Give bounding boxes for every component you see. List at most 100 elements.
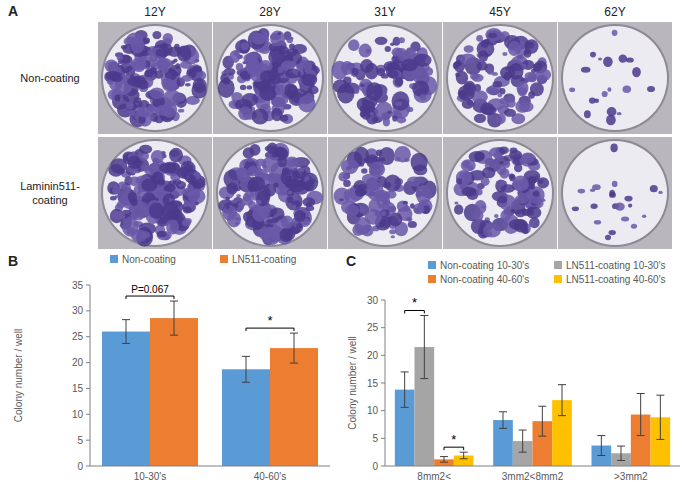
y-tick bbox=[86, 285, 90, 286]
colony-blob bbox=[494, 214, 499, 218]
bar bbox=[270, 348, 318, 466]
colony-blob bbox=[607, 87, 611, 92]
colony-blob bbox=[410, 203, 415, 208]
colony-blob bbox=[176, 181, 186, 189]
legend-swatch bbox=[554, 275, 562, 283]
colony-blob bbox=[376, 149, 382, 156]
colony-blob bbox=[406, 217, 413, 221]
colony-blob bbox=[226, 205, 230, 209]
colony-blob bbox=[392, 91, 410, 111]
y-tick-label: 15 bbox=[367, 378, 379, 389]
colony-blob bbox=[456, 71, 468, 85]
colony-blob bbox=[459, 171, 471, 179]
error-bar bbox=[558, 385, 566, 416]
colony-blob bbox=[464, 45, 474, 53]
colony-blob bbox=[252, 206, 266, 222]
y-tick-label: 20 bbox=[72, 357, 84, 368]
colony-blob bbox=[289, 61, 296, 68]
y-tick-label: 35 bbox=[72, 280, 84, 291]
colony-blob bbox=[303, 197, 316, 207]
well-photo bbox=[98, 137, 212, 249]
colony-blob bbox=[180, 161, 195, 177]
colony-blob bbox=[259, 84, 277, 101]
colony-blob bbox=[658, 191, 662, 194]
colony-blob bbox=[504, 72, 512, 81]
colony-blob bbox=[396, 116, 406, 123]
colony-blob bbox=[360, 83, 364, 87]
y-tick-label: 10 bbox=[367, 405, 379, 416]
y-tick-label: 25 bbox=[72, 331, 84, 342]
colony-blob bbox=[387, 111, 392, 114]
colony-blob bbox=[525, 72, 537, 80]
error-bar bbox=[617, 446, 625, 460]
significance-bracket bbox=[126, 296, 174, 299]
colony-blob bbox=[159, 163, 175, 173]
colony-blob bbox=[138, 202, 147, 212]
significance-bracket bbox=[405, 310, 425, 313]
colony-blob bbox=[137, 106, 153, 117]
bar bbox=[222, 369, 270, 466]
colony-blob bbox=[130, 198, 135, 203]
significance-bracket bbox=[246, 328, 294, 331]
error-bar bbox=[538, 406, 546, 436]
colony-blob bbox=[502, 52, 507, 56]
y-tick-label: 30 bbox=[72, 305, 84, 316]
colony-blob bbox=[478, 50, 488, 62]
well-photo bbox=[98, 22, 212, 134]
well-floor bbox=[448, 26, 552, 130]
column-header: 62Y bbox=[604, 5, 625, 19]
error-bar bbox=[122, 320, 130, 344]
colony-blob bbox=[605, 235, 611, 240]
colony-blob bbox=[285, 69, 300, 79]
colony-blob bbox=[413, 203, 425, 214]
legend-label: Non-coating 10-30's bbox=[440, 260, 529, 271]
colony-blob bbox=[501, 184, 515, 193]
colony-blob bbox=[463, 161, 471, 168]
colony-blob bbox=[394, 157, 400, 161]
colony-blob bbox=[341, 61, 353, 75]
well-photo bbox=[558, 137, 672, 249]
colony-blob bbox=[504, 102, 509, 108]
colony-blob bbox=[500, 210, 510, 222]
colony-blob bbox=[609, 230, 616, 235]
colony-blob bbox=[248, 159, 254, 162]
chart-panel: B0510152025303510-30's40-60'sColony numb… bbox=[8, 253, 330, 482]
colony-blob bbox=[248, 176, 265, 191]
well-floor bbox=[563, 26, 667, 130]
colony-blob bbox=[514, 219, 528, 232]
well-floor bbox=[563, 141, 667, 245]
colony-blob bbox=[456, 170, 472, 185]
colony-blob bbox=[148, 165, 153, 168]
x-tick-label: 8mm2< bbox=[417, 471, 451, 482]
colony-blob bbox=[533, 191, 540, 197]
well-photo bbox=[328, 22, 442, 134]
colony-blob bbox=[126, 102, 134, 110]
colony-blob bbox=[156, 49, 165, 56]
colony-blob bbox=[632, 67, 641, 77]
colony-blob bbox=[282, 167, 289, 175]
photo-background bbox=[443, 137, 557, 249]
colony-blob bbox=[615, 203, 625, 211]
legend-label: Non-coating bbox=[122, 254, 176, 265]
x-axis-line bbox=[90, 466, 330, 467]
colony-blob bbox=[361, 168, 367, 173]
error-bar bbox=[440, 457, 448, 463]
colony-blob bbox=[119, 200, 123, 204]
colony-blob bbox=[112, 186, 120, 195]
colony-blob bbox=[631, 224, 637, 229]
column-header: 12Y bbox=[144, 5, 165, 19]
colony-blob bbox=[106, 71, 120, 81]
colony-blob bbox=[265, 145, 276, 152]
well-rim bbox=[561, 139, 669, 247]
colony-blob bbox=[481, 177, 490, 186]
colony-blob bbox=[379, 202, 396, 217]
colony-blob bbox=[412, 81, 429, 97]
colony-blob bbox=[110, 158, 127, 173]
colony-blob bbox=[525, 39, 539, 54]
colony-blob bbox=[407, 176, 421, 186]
x-tick-label: >3mm2 bbox=[614, 471, 648, 482]
colony-blob bbox=[287, 191, 292, 195]
colony-blob bbox=[533, 63, 542, 71]
error-bar bbox=[242, 356, 250, 382]
colony-blob bbox=[592, 184, 601, 190]
